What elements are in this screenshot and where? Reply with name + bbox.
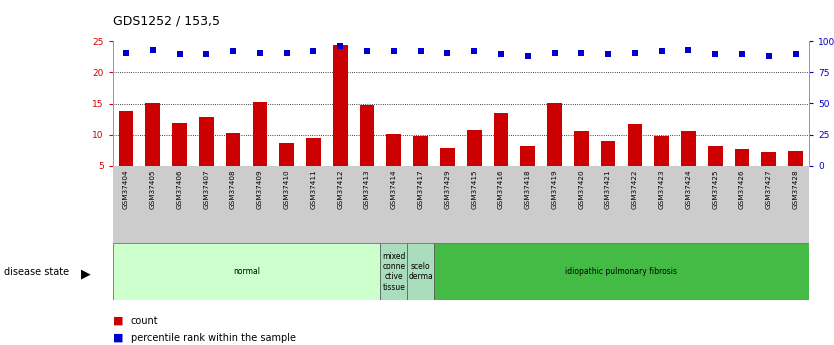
Bar (145, 104, 160, 166)
Text: GSM37412: GSM37412 (337, 169, 344, 209)
Text: GSM37407: GSM37407 (203, 169, 209, 209)
Bar (648, 166, 675, 243)
Text: idiopathic pulmonary fibrosis: idiopathic pulmonary fibrosis (565, 267, 677, 276)
Text: normal: normal (233, 267, 260, 276)
Bar (407, 166, 434, 243)
Text: ■: ■ (113, 333, 123, 343)
Bar (735, 149, 750, 166)
Bar (460, 166, 488, 243)
Text: disease state: disease state (4, 267, 69, 277)
Bar (515, 166, 541, 243)
Bar (547, 104, 562, 166)
Text: GSM37405: GSM37405 (150, 169, 156, 209)
Bar (600, 141, 615, 166)
Bar (300, 166, 327, 243)
Bar (782, 166, 809, 243)
Text: percentile rank within the sample: percentile rank within the sample (131, 333, 296, 343)
Text: GSM37406: GSM37406 (177, 169, 183, 209)
Bar (729, 166, 756, 243)
Bar (434, 166, 460, 243)
Text: GSM37423: GSM37423 (659, 169, 665, 209)
Bar (247, 166, 274, 243)
Text: GSM37417: GSM37417 (418, 169, 424, 209)
Bar (139, 166, 166, 243)
Bar (440, 148, 455, 166)
Text: GSM37421: GSM37421 (605, 169, 611, 209)
Bar (279, 142, 294, 166)
Bar (761, 152, 776, 166)
Bar (675, 166, 702, 243)
Bar (467, 130, 481, 166)
Text: GSM37419: GSM37419 (551, 169, 558, 209)
Bar (494, 114, 509, 166)
Text: GSM37426: GSM37426 (739, 169, 745, 209)
Bar (118, 111, 133, 166)
Bar (702, 166, 729, 243)
Bar (354, 166, 380, 243)
Text: GSM37429: GSM37429 (445, 169, 450, 209)
Bar (568, 166, 595, 243)
Bar (756, 166, 782, 243)
Bar (199, 117, 214, 166)
Bar (574, 131, 589, 166)
Bar (681, 131, 696, 166)
Bar (253, 102, 267, 166)
Bar (627, 124, 642, 166)
Text: GSM37424: GSM37424 (686, 169, 691, 209)
Text: GSM37409: GSM37409 (257, 169, 263, 209)
Text: GSM37415: GSM37415 (471, 169, 477, 209)
Bar (520, 146, 535, 166)
Text: GSM37422: GSM37422 (632, 169, 638, 209)
Bar (407, 243, 434, 300)
Text: GSM37420: GSM37420 (578, 169, 585, 209)
Text: GSM37408: GSM37408 (230, 169, 236, 209)
Text: ■: ■ (113, 316, 123, 326)
Text: GSM37414: GSM37414 (391, 169, 397, 209)
Text: GSM37413: GSM37413 (364, 169, 370, 209)
Text: GSM37418: GSM37418 (525, 169, 530, 209)
Bar (327, 166, 354, 243)
Bar (541, 166, 568, 243)
Bar (226, 133, 240, 166)
Text: ▶: ▶ (81, 267, 91, 280)
Bar (380, 243, 407, 300)
Bar (306, 138, 321, 166)
Text: GSM37428: GSM37428 (792, 169, 799, 209)
Bar (386, 134, 401, 166)
Bar (621, 166, 648, 243)
Bar (274, 166, 300, 243)
Bar (219, 166, 247, 243)
Bar (359, 105, 374, 166)
Bar (655, 136, 669, 166)
Text: GSM37427: GSM37427 (766, 169, 771, 209)
Text: GSM37404: GSM37404 (123, 169, 129, 209)
Bar (380, 166, 407, 243)
Text: GSM37411: GSM37411 (310, 169, 316, 209)
Bar (193, 166, 219, 243)
Text: GSM37425: GSM37425 (712, 169, 718, 209)
Bar (166, 166, 193, 243)
Text: GSM37416: GSM37416 (498, 169, 504, 209)
Bar (333, 45, 348, 166)
Text: GDS1252 / 153,5: GDS1252 / 153,5 (113, 14, 219, 28)
Bar (172, 124, 187, 166)
Text: GSM37410: GSM37410 (284, 169, 289, 209)
Bar (708, 146, 722, 166)
Bar (434, 243, 809, 300)
Text: scelo
derma: scelo derma (408, 262, 433, 282)
Text: count: count (131, 316, 158, 326)
Bar (788, 151, 803, 166)
Bar (488, 166, 515, 243)
Bar (413, 136, 428, 166)
Text: mixed
conne
ctive
tissue: mixed conne ctive tissue (382, 252, 405, 292)
Bar (113, 243, 380, 300)
Bar (113, 166, 139, 243)
Bar (595, 166, 621, 243)
